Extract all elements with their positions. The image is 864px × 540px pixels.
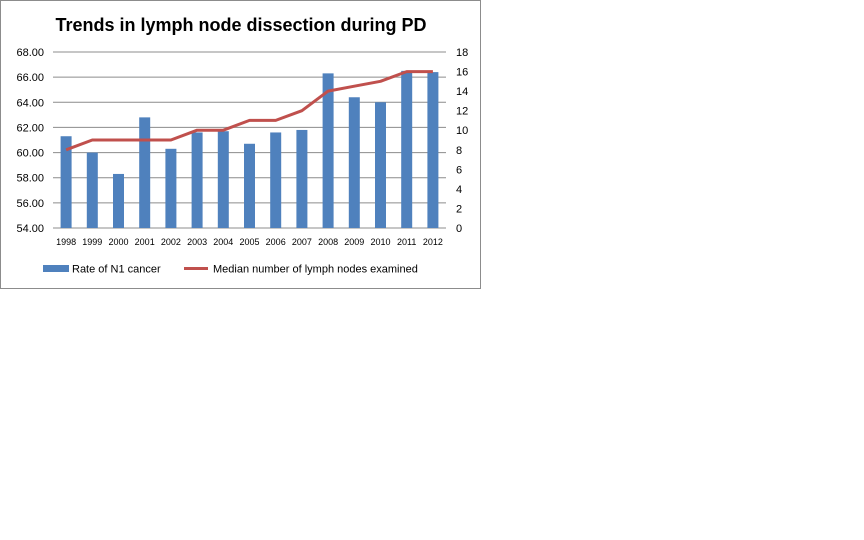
x-tick-label: 2011 — [397, 237, 416, 247]
bar-2003 — [191, 132, 203, 228]
left-tick-label: 66.00 — [16, 72, 44, 84]
left-tick-label: 58.00 — [16, 173, 44, 185]
bar-2006 — [270, 132, 282, 228]
right-tick-label: 6 — [456, 164, 462, 176]
right-tick-label: 16 — [456, 67, 468, 79]
bar-1999 — [86, 152, 98, 228]
right-tick-label: 10 — [456, 125, 468, 137]
x-tick-label: 2000 — [108, 237, 128, 247]
chart-title: Trends in lymph node dissection during P… — [55, 15, 426, 35]
right-tick-label: 18 — [456, 47, 468, 59]
right-tick-label: 2 — [456, 203, 462, 215]
bar-2000 — [113, 173, 124, 228]
chart-frame: Trends in lymph node dissection during P… — [0, 0, 481, 289]
x-tick-label: 2012 — [423, 237, 443, 247]
bar-2011 — [401, 70, 413, 228]
left-tick-label: 62.00 — [16, 122, 44, 134]
left-tick-label: 64.00 — [16, 97, 44, 109]
line-series — [65, 70, 433, 152]
bar-2009 — [348, 97, 360, 228]
bar-2007 — [296, 129, 308, 228]
right-tick-label: 12 — [456, 106, 468, 118]
left-tick-label: 56.00 — [16, 198, 44, 210]
x-tick-label: 2010 — [370, 237, 390, 247]
bar-2001 — [139, 117, 151, 228]
bar-2012 — [427, 72, 439, 228]
left-tick-label: 60.00 — [16, 148, 44, 160]
legend: Rate of N1 cancer Median number of lymph… — [43, 264, 418, 276]
bar-2010 — [375, 102, 386, 228]
right-tick-label: 8 — [456, 145, 462, 157]
chart: Trends in lymph node dissection during P… — [16, 15, 468, 276]
bar-1998 — [60, 136, 72, 228]
bar-2004 — [217, 131, 229, 228]
left-tick-label: 68.00 — [16, 47, 44, 59]
x-tick-label: 1999 — [82, 237, 102, 247]
x-tick-label: 2009 — [344, 237, 364, 247]
right-tick-label: 14 — [456, 86, 468, 98]
x-tick-label: 2007 — [292, 237, 312, 247]
right-tick-label: 4 — [456, 184, 462, 196]
bar-2002 — [165, 148, 177, 228]
left-tick-label: 54.00 — [16, 223, 44, 235]
right-tick-label: 0 — [456, 223, 462, 235]
left-axis-ticks: 54.00 56.00 58.00 60.00 62.00 64.00 66.00 68.00 — [16, 47, 44, 235]
legend-label-median-nodes: Median number of lymph nodes examined — [213, 264, 418, 276]
x-tick-label: 2002 — [161, 237, 181, 247]
right-axis-ticks: 0 2 4 6 8 10 12 14 16 18 — [456, 47, 468, 235]
x-tick-label: 2005 — [239, 237, 259, 247]
legend-swatch-rate-n1 — [43, 265, 69, 272]
x-tick-label: 1998 — [56, 237, 76, 247]
bar-2005 — [244, 143, 255, 228]
bar-2008 — [322, 73, 334, 228]
x-tick-label: 2006 — [266, 237, 286, 247]
x-tick-label: 2001 — [135, 237, 155, 247]
x-axis-ticks: 1998 1999 2000 2001 2002 2003 2004 2005 2006 2007… — [56, 237, 443, 247]
legend-label-rate-n1: Rate of N1 cancer — [72, 264, 161, 276]
x-tick-label: 2003 — [187, 237, 207, 247]
x-tick-label: 2008 — [318, 237, 338, 247]
x-tick-label: 2004 — [213, 237, 233, 247]
bar-series — [60, 70, 439, 228]
